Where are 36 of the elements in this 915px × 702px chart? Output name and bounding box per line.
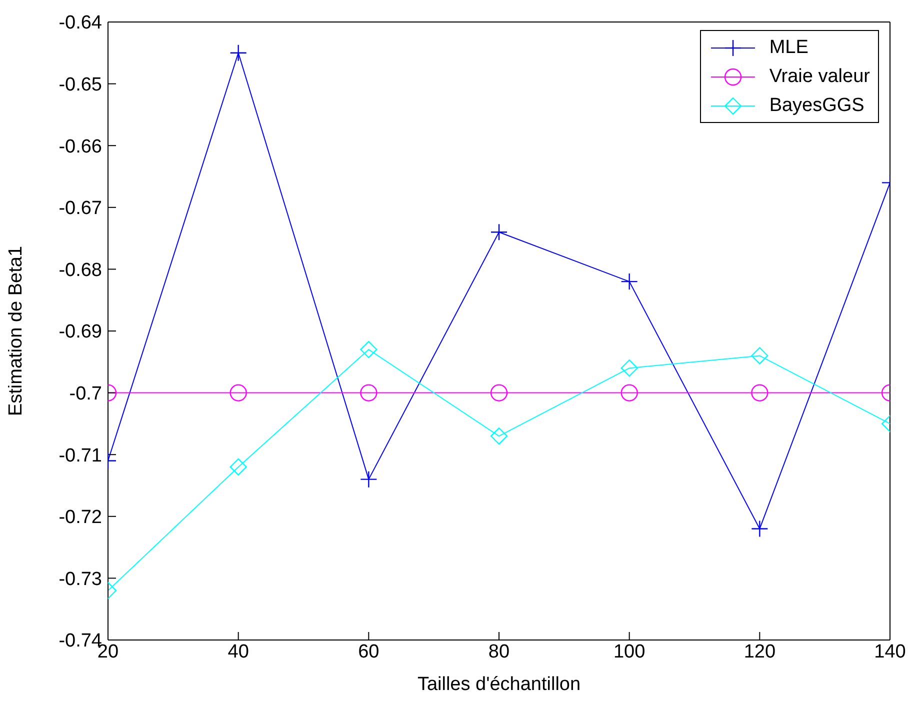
y-tick-label: -0.69	[58, 322, 102, 343]
x-axis-title: Tailles d'échantillon	[417, 674, 581, 695]
point	[751, 347, 768, 364]
point	[360, 470, 378, 488]
legend-label: Vraie valeur	[769, 66, 870, 88]
y-tick-label: -0.73	[58, 568, 102, 590]
point	[620, 384, 638, 402]
point	[751, 384, 768, 402]
y-tick-label: -0.71	[58, 445, 102, 466]
point	[620, 272, 638, 290]
x-tick-label: 60	[358, 641, 380, 662]
point	[230, 44, 247, 62]
x-tick-label: 100	[613, 641, 646, 662]
x-tick-label: 140	[874, 641, 906, 662]
y-tick-label: -0.66	[58, 136, 102, 158]
x-tick-label: 120	[744, 641, 776, 662]
point	[360, 340, 378, 358]
legend-label: BayesGGS	[769, 94, 864, 116]
y-tick-label: -0.72	[58, 507, 102, 528]
point	[490, 384, 508, 402]
y-tick-label: -0.65	[58, 74, 102, 96]
y-tick-label: -0.67	[58, 198, 102, 220]
y-tick-label: -0.7	[69, 384, 102, 405]
point	[360, 384, 378, 402]
x-tick-label: 80	[488, 641, 510, 662]
y-tick-label: -0.68	[58, 260, 102, 281]
legend-label: MLE	[769, 36, 808, 58]
point	[620, 359, 638, 377]
y-tick-label: -0.64	[58, 12, 102, 34]
point	[230, 458, 247, 476]
point	[490, 224, 508, 241]
x-tick-label: 40	[228, 641, 249, 662]
point	[230, 384, 247, 402]
y-axis-title: Estimation de Beta1	[6, 246, 27, 416]
point	[490, 427, 508, 445]
point	[751, 520, 768, 538]
